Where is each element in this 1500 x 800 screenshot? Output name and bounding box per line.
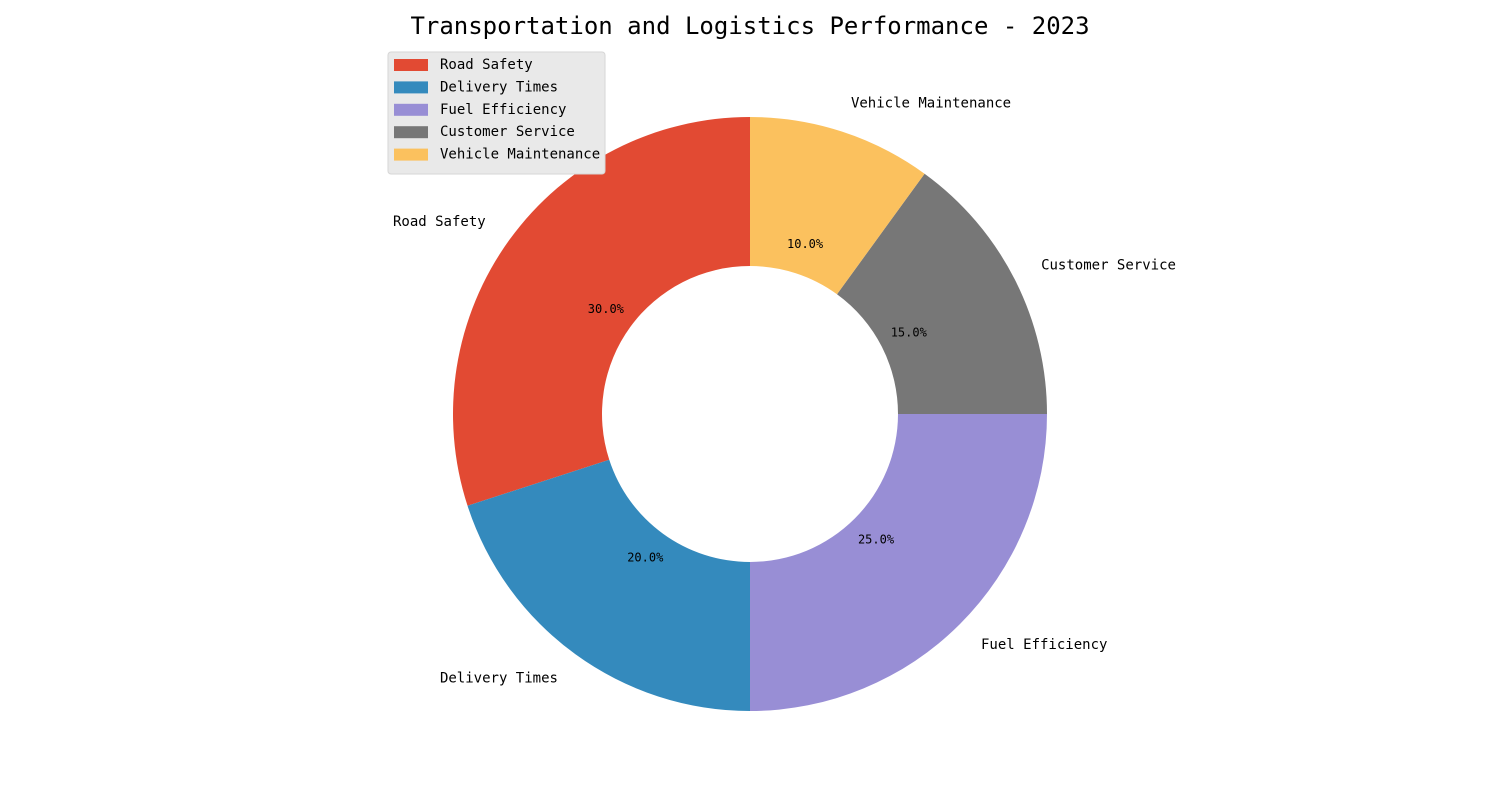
slice-fuel-efficiency [750, 414, 1047, 711]
legend-swatch-road-safety [394, 59, 428, 71]
slice-label-customer-service: Customer Service [1041, 258, 1176, 274]
slice-label-road-safety: Road Safety [393, 214, 486, 230]
percent-label-fuel-efficiency: 25.0% [858, 533, 895, 547]
legend-label-delivery-times: Delivery Times [440, 79, 558, 95]
legend-swatch-delivery-times [394, 81, 428, 93]
legend-label-vehicle-maintenance: Vehicle Maintenance [440, 147, 600, 163]
legend-swatch-vehicle-maintenance [394, 149, 428, 161]
legend-label-customer-service: Customer Service [440, 124, 575, 140]
slice-label-delivery-times: Delivery Times [440, 670, 558, 686]
legend-label-road-safety: Road Safety [440, 57, 533, 73]
percent-label-road-safety: 30.0% [588, 302, 625, 316]
slice-label-fuel-efficiency: Fuel Efficiency [981, 637, 1107, 653]
legend-swatch-customer-service [394, 126, 428, 138]
pie-slices [453, 117, 1047, 711]
slice-label-vehicle-maintenance: Vehicle Maintenance [851, 95, 1011, 111]
legend-swatch-fuel-efficiency [394, 104, 428, 116]
percent-label-vehicle-maintenance: 10.0% [787, 237, 824, 251]
percent-label-delivery-times: 20.0% [627, 551, 664, 565]
legend: Road Safety Delivery Times Fuel Efficiency… [388, 52, 605, 174]
percent-label-customer-service: 15.0% [891, 326, 928, 340]
legend-label-fuel-efficiency: Fuel Efficiency [440, 102, 566, 118]
chart-title: Transportation and Logistics Performance… [410, 12, 1089, 40]
